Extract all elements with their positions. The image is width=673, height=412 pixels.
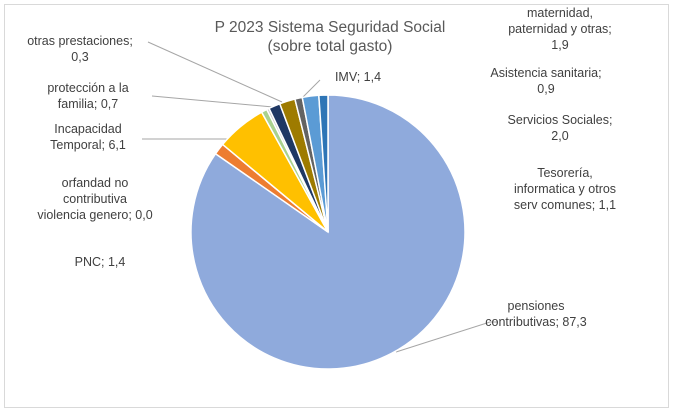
slice-label: Tesorería, informatica y otros serv comune… — [514, 166, 616, 212]
slice-label: IMV; 1,4 — [335, 70, 381, 84]
slice-label: Servicios Sociales; 2,0 — [508, 113, 613, 143]
slice-label: maternidad, paternidad y otras; 1,9 — [508, 6, 612, 52]
chart-title: P 2023 Sistema Seguridad Social (sobre to… — [215, 19, 446, 55]
slice-labels: pensiones contributivas; 87,3 PNC; 1,4 orfa… — [27, 6, 616, 329]
slice-label: otras prestaciones; 0,3 — [27, 34, 133, 64]
slice-label: protección a la familia; 0,7 — [47, 81, 128, 111]
pie-slices — [190, 94, 466, 370]
slice-label: Asistencia sanitaria; 0,9 — [490, 66, 601, 96]
slice-label: pensiones contributivas; 87,3 — [485, 299, 586, 329]
pie-slice — [318, 94, 329, 233]
slice-label: Incapacidad Temporal; 6,1 — [50, 122, 126, 152]
chart-title-line: P 2023 Sistema Seguridad Social — [215, 19, 446, 36]
slice-label: PNC; 1,4 — [75, 255, 126, 269]
leader-line — [147, 41, 283, 103]
leader-line — [395, 321, 498, 353]
chart-title-line: (sobre total gasto) — [268, 38, 393, 55]
leader-line — [151, 95, 274, 108]
slice-label: orfandad no contributiva violencia genero;… — [37, 176, 152, 222]
